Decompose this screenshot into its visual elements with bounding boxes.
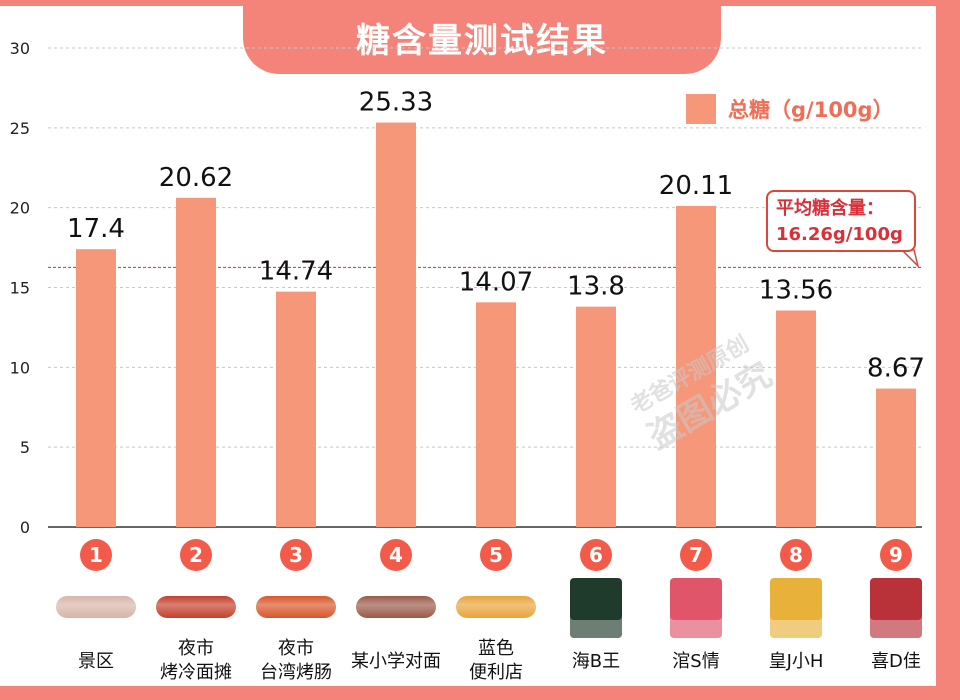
bar-value-label: 20.62 <box>159 163 233 193</box>
bar <box>876 388 916 527</box>
item-name-line1: 某小学对面 <box>351 651 441 672</box>
y-tick-label: 15 <box>10 279 30 298</box>
sausage-image <box>356 596 436 618</box>
item-name-line1: 皇J小H <box>768 651 824 672</box>
bar-value-label: 17.4 <box>67 214 125 244</box>
item-number-badge: 4 <box>380 539 412 571</box>
item-name-line2: 便利店 <box>469 662 523 683</box>
legend-swatch <box>686 94 716 124</box>
item-name-line1: 涫S情 <box>672 651 720 672</box>
y-tick-label: 10 <box>10 358 30 377</box>
frame-bottom-border <box>0 686 960 700</box>
title-tab: 糖含量测试结果 <box>243 0 721 74</box>
bar <box>276 291 316 527</box>
bar <box>176 197 216 527</box>
item-number-badge: 9 <box>880 539 912 571</box>
frame-right-border <box>936 0 960 700</box>
item-number-badge: 2 <box>180 539 212 571</box>
item-name: 夜市 烤冷面摊 <box>146 637 246 685</box>
bar-value-label: 14.74 <box>259 257 333 287</box>
y-tick-label: 0 <box>20 518 30 537</box>
item-name: 景区 <box>46 650 146 674</box>
bar <box>376 122 416 527</box>
y-tick-label: 25 <box>10 119 30 138</box>
item-number-badge: 1 <box>80 539 112 571</box>
item-name: 喜D佳 <box>846 650 946 674</box>
y-tick-label: 5 <box>20 438 30 457</box>
bar <box>576 306 616 527</box>
bar <box>676 205 716 527</box>
item-name: 某小学对面 <box>346 650 446 674</box>
item-name: 涫S情 <box>646 650 746 674</box>
item-name-line1: 喜D佳 <box>871 651 921 672</box>
bar-value-label: 20.11 <box>659 171 733 201</box>
item-name-line2: 烤冷面摊 <box>160 662 232 683</box>
chart-title: 糖含量测试结果 <box>356 20 608 61</box>
average-callout: 平均糖含量： 16.26g/100g <box>766 190 916 252</box>
bar <box>776 310 816 527</box>
y-tick-label: 30 <box>10 39 30 58</box>
item-number-badge: 5 <box>480 539 512 571</box>
item-number-badge: 3 <box>280 539 312 571</box>
item-number-badge: 6 <box>580 539 612 571</box>
bar-value-label: 25.33 <box>359 88 433 118</box>
average-callout-line2: 16.26g/100g <box>776 224 903 245</box>
package-image <box>570 578 622 638</box>
sausage-image <box>156 596 236 618</box>
item-name-line1: 景区 <box>78 651 114 672</box>
sausage-image <box>56 596 136 618</box>
package-image <box>870 578 922 638</box>
item-name-line1: 夜市 <box>178 638 214 659</box>
item-name: 海B王 <box>546 650 646 674</box>
item-name: 皇J小H <box>746 650 846 674</box>
bar <box>76 249 116 527</box>
bar-value-label: 8.67 <box>867 354 925 384</box>
item-name-line1: 蓝色 <box>478 638 514 659</box>
item-name-line1: 海B王 <box>571 651 621 672</box>
item-number-badge: 8 <box>780 539 812 571</box>
sausage-image <box>456 596 536 618</box>
legend-label: 总糖（g/100g） <box>728 98 894 122</box>
bar-value-label: 13.8 <box>567 272 625 302</box>
sausage-image <box>256 596 336 618</box>
average-callout-pointer <box>900 249 920 269</box>
legend: 总糖（g/100g） <box>686 92 894 126</box>
item-name-line1: 夜市 <box>278 638 314 659</box>
package-image <box>770 578 822 638</box>
item-number-badge: 7 <box>680 539 712 571</box>
item-name-line2: 台湾烤肠 <box>260 662 332 683</box>
item-name: 夜市 台湾烤肠 <box>246 637 346 685</box>
bar-value-label: 13.56 <box>759 275 833 305</box>
average-callout-line1: 平均糖含量： <box>776 198 884 219</box>
y-tick-label: 20 <box>10 199 30 218</box>
package-image <box>670 578 722 638</box>
bar <box>476 302 516 527</box>
item-name: 蓝色 便利店 <box>446 637 546 685</box>
bar-value-label: 14.07 <box>459 267 533 297</box>
